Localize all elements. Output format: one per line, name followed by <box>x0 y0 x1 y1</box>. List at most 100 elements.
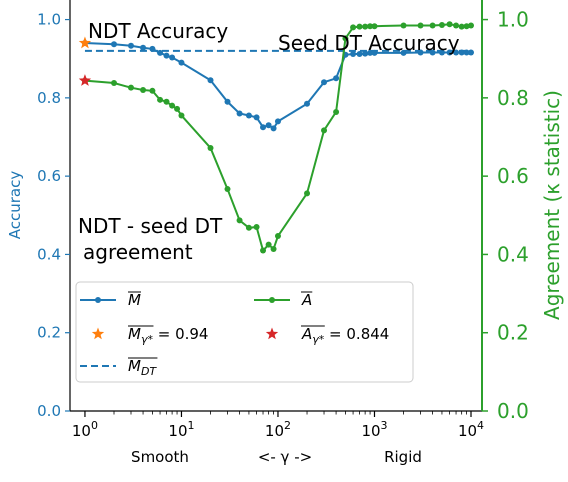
legend-handle-dot <box>269 297 275 303</box>
data-point-a <box>236 217 243 224</box>
data-point-a <box>453 22 460 29</box>
data-point-m <box>127 42 134 49</box>
data-point-m <box>245 112 252 119</box>
data-point-m <box>362 50 369 57</box>
series-line-m <box>84 42 471 130</box>
data-point-a <box>367 23 374 30</box>
data-point-a <box>207 144 214 151</box>
data-point-m <box>458 49 465 56</box>
y-tick-label-left: 1.0 <box>37 11 61 29</box>
legend-label: A <box>301 291 312 309</box>
data-point-a <box>356 23 363 30</box>
y-tick-label-left: 0.2 <box>37 324 61 342</box>
x-tick-label: 102 <box>265 419 291 440</box>
x-tick-label: 103 <box>361 419 387 440</box>
data-point-m <box>438 49 445 56</box>
x-label-rigid: Rigid <box>384 448 422 466</box>
legend-label: MDT <box>128 357 157 378</box>
legend-handle-dot <box>95 297 101 303</box>
y-tick-label-right: 0.8 <box>497 86 529 110</box>
legend-box <box>75 281 414 383</box>
data-point-m <box>163 52 170 59</box>
data-point-a <box>446 21 453 28</box>
data-point-a <box>321 127 328 134</box>
y-tick-label-right: 0.2 <box>497 321 529 345</box>
data-point-a <box>174 105 181 112</box>
x-tick-label: 104 <box>458 419 484 440</box>
best-point-star <box>78 36 92 49</box>
best-point-star <box>78 74 92 86</box>
annotation-layer: NDT Accuracy Seed DT Accuracy NDT - seed… <box>78 19 460 264</box>
data-point-m <box>157 49 164 56</box>
y-tick-label-left: 0.6 <box>37 167 61 185</box>
data-point-a <box>304 190 311 197</box>
data-point-a <box>438 22 445 29</box>
data-point-m <box>417 49 424 56</box>
data-point-m <box>356 51 363 58</box>
y-tick-label-right: 0.0 <box>497 399 529 423</box>
data-point-a <box>127 84 134 91</box>
seed-dt-accuracy-annotation: Seed DT Accuracy <box>278 31 460 55</box>
x-tick-label: 100 <box>72 419 98 440</box>
data-point-a <box>253 224 260 231</box>
data-point-m <box>429 49 436 56</box>
legend-handle-star <box>91 327 105 340</box>
ndt-accuracy-annotation: NDT Accuracy <box>88 19 228 43</box>
x-label-smooth: Smooth <box>131 448 189 466</box>
data-point-a <box>274 233 281 240</box>
axes: 0.0 0.2 0.4 0.6 0.8 1.0 0.0 0.2 0.4 0.6 0.8 1.0 100 1… <box>6 0 564 466</box>
data-point-m <box>350 51 357 58</box>
data-point-a <box>260 247 267 254</box>
data-point-m <box>333 75 340 82</box>
data-point-m <box>265 122 272 129</box>
data-point-a <box>400 22 407 29</box>
data-point-a <box>224 186 231 193</box>
legend: M A Mγ* = 0.94 Aγ* = 0.844 MDT <box>75 281 414 383</box>
data-point-a <box>178 112 185 119</box>
data-point-m <box>224 98 231 105</box>
data-point-m <box>304 100 311 107</box>
agreement-annotation-line1: NDT - seed DT <box>78 214 223 238</box>
x-label-gamma: <- γ -> <box>258 448 312 466</box>
legend-label: Aγ* = 0.844 <box>301 325 389 346</box>
legend-handle-star <box>265 327 279 340</box>
data-point-a <box>371 23 378 30</box>
data-point-a <box>429 22 436 29</box>
data-point-m <box>169 54 176 61</box>
data-point-a <box>169 102 176 109</box>
data-point-a <box>342 35 349 42</box>
data-point-m <box>140 44 147 51</box>
data-point-m <box>178 59 185 66</box>
y-tick-label-right: 1.0 <box>497 8 529 32</box>
data-point-a <box>463 23 470 30</box>
data-point-m <box>236 110 243 117</box>
y-axis-label-right: Agreement (κ statistic) <box>540 90 564 320</box>
data-point-a <box>270 245 277 252</box>
y-tick-label-right: 0.4 <box>497 242 529 266</box>
y-tick-label-left: 0.4 <box>37 245 61 263</box>
data-point-m <box>274 118 281 125</box>
data-point-m <box>321 79 328 86</box>
data-point-m <box>270 125 277 132</box>
data-point-m <box>463 49 470 56</box>
data-point-m <box>453 49 460 56</box>
data-point-a <box>458 23 465 30</box>
data-point-m <box>149 45 156 52</box>
agreement-annotation-line2: agreement <box>83 240 193 264</box>
data-point-a <box>362 23 369 30</box>
data-point-a <box>149 87 156 94</box>
legend-label: M <box>128 291 141 309</box>
data-point-a <box>245 224 252 231</box>
data-point-a <box>265 241 272 248</box>
data-point-m <box>468 49 475 56</box>
series-layer <box>78 21 475 254</box>
data-point-m <box>371 49 378 56</box>
data-point-m <box>260 124 267 131</box>
data-point-m <box>253 114 260 121</box>
y-tick-label-left: 0.0 <box>37 402 61 420</box>
data-point-a <box>140 87 147 94</box>
data-point-a <box>111 79 118 86</box>
data-point-a <box>163 98 170 105</box>
y-tick-label-left: 0.8 <box>37 89 61 107</box>
